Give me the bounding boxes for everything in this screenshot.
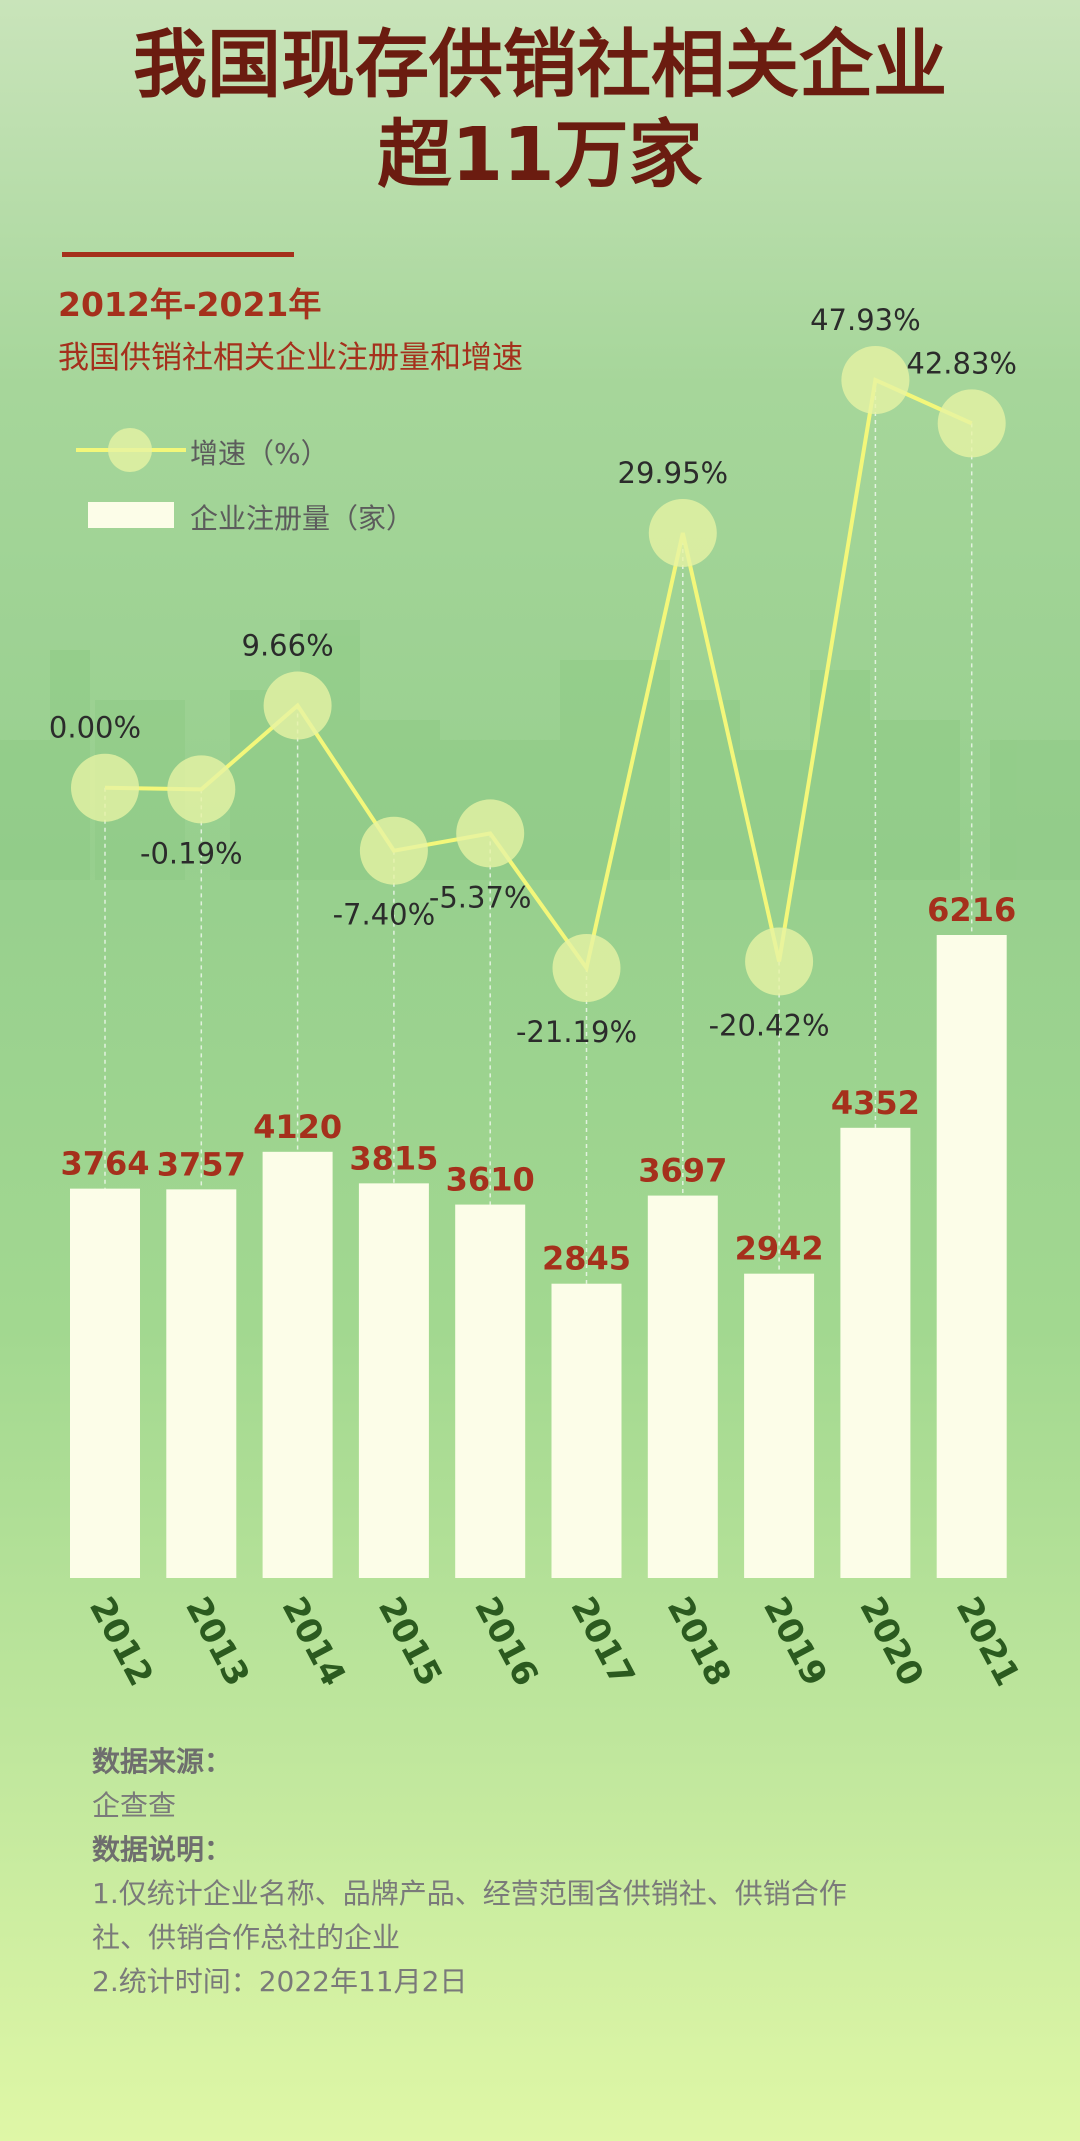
growth-value-label: 42.83%	[906, 346, 1017, 380]
growth-point	[359, 816, 428, 885]
x-tick-label: 2017	[563, 1590, 643, 1692]
growth-value-label: 29.95%	[618, 456, 729, 490]
bar	[551, 1283, 622, 1578]
notes: 数据来源： 企查查 数据说明： 1.仅统计企业名称、品牌产品、经营范围含供销社、…	[92, 1740, 992, 2004]
x-tick-label: 2012	[81, 1590, 161, 1692]
bar	[744, 1273, 815, 1578]
x-tick-label: 2016	[466, 1590, 546, 1692]
x-tick-label: 2013	[177, 1590, 257, 1692]
growth-value-label: -20.42%	[709, 1008, 830, 1042]
explain-item-1-line-1: 1.仅统计企业名称、品牌产品、经营范围含供销社、供销合作	[92, 1877, 847, 1910]
growth-point	[648, 498, 717, 567]
bar-value-label: 4120	[253, 1108, 342, 1146]
growth-value-label: -7.40%	[333, 898, 436, 932]
page-title-highlight: 超11万家	[377, 112, 703, 198]
bar	[358, 1183, 429, 1578]
x-tick-label: 2021	[948, 1590, 1028, 1692]
source-heading: 数据来源：	[92, 1745, 233, 1778]
growth-value-label: -0.19%	[140, 836, 243, 870]
growth-point	[841, 346, 910, 414]
bar	[262, 1151, 333, 1578]
x-tick-label: 2020	[851, 1590, 931, 1692]
bar-value-label: 3764	[60, 1145, 149, 1183]
bar-value-label: 3610	[446, 1161, 535, 1199]
growth-line	[104, 377, 973, 973]
growth-value-label: 47.93%	[810, 303, 921, 337]
bar	[455, 1204, 526, 1578]
growth-value-label: -5.37%	[429, 880, 532, 914]
growth-value-label: 9.66%	[242, 629, 334, 663]
bar-value-label: 4352	[831, 1084, 920, 1122]
bar	[647, 1195, 718, 1578]
legend-count-swatch	[88, 502, 174, 528]
bar	[70, 1188, 140, 1578]
legend-growth-label: 增速（%）	[190, 437, 329, 470]
bar-value-label: 3757	[157, 1145, 246, 1183]
bar-value-label: 2845	[542, 1240, 631, 1278]
growth-point	[456, 799, 525, 868]
title-divider	[62, 252, 294, 257]
bar-value-label: 6216	[927, 891, 1016, 929]
chart-period: 2012年-2021年	[58, 285, 322, 324]
growth-point	[745, 927, 814, 996]
legend-count-label: 企业注册量（家）	[190, 502, 415, 535]
bar-value-label: 3815	[349, 1139, 438, 1177]
bar	[840, 1127, 911, 1578]
chart-description: 我国供销社相关企业注册量和增速	[58, 340, 523, 376]
growth-point	[263, 671, 332, 740]
bar	[166, 1189, 237, 1578]
x-tick-label: 2015	[370, 1590, 450, 1692]
growth-point	[167, 755, 236, 824]
growth-value-label: 0.00%	[49, 711, 141, 745]
legend-growth-swatch	[76, 428, 186, 472]
page-title: 我国现存供销社相关企业	[133, 22, 947, 108]
explain-item-2: 2.统计时间：2022年11月2日	[92, 1965, 468, 1998]
bar	[936, 935, 1007, 1578]
x-tick-label: 2019	[755, 1590, 835, 1692]
growth-point	[552, 934, 621, 1002]
x-tick-label: 2014	[274, 1590, 354, 1692]
growth-point	[937, 389, 1006, 458]
bar-value-label: 3697	[638, 1152, 727, 1190]
explain-heading: 数据说明：	[92, 1833, 233, 1866]
bar-value-label: 2942	[735, 1230, 824, 1268]
growth-point	[71, 753, 139, 822]
explain-item-1-line-2: 社、供销合作总社的企业	[92, 1921, 401, 1954]
growth-value-label: -21.19%	[516, 1015, 637, 1049]
source-text: 企查查	[92, 1789, 177, 1822]
x-tick-label: 2018	[659, 1590, 739, 1692]
